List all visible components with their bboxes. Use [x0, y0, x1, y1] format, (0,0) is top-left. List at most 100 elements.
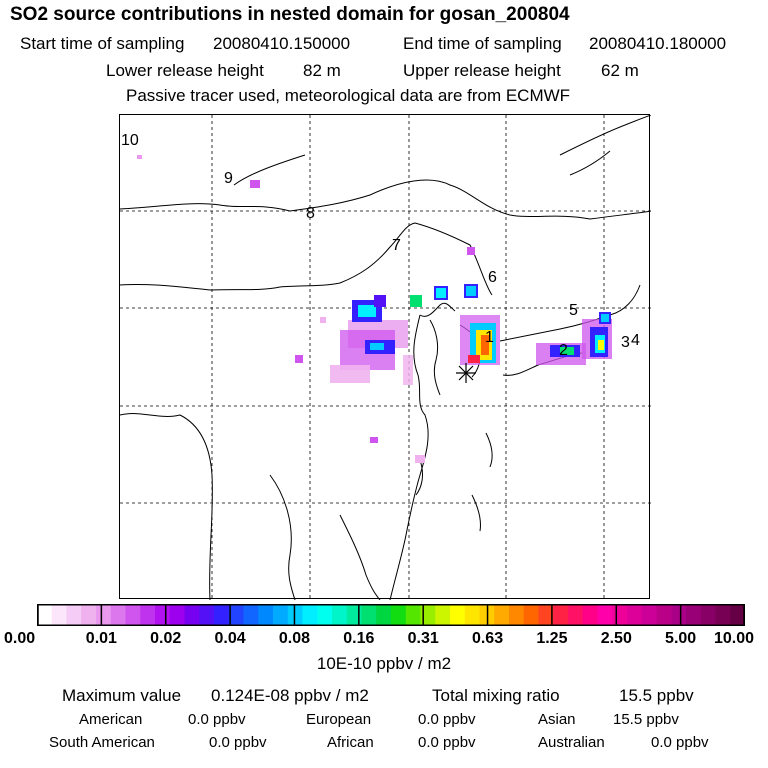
colorbar-swatch [199, 604, 215, 626]
max-value: 0.124E-08 ppbv / m2 [211, 686, 369, 705]
colorbar-unit: 10E-10 ppbv / m2 [316, 654, 452, 673]
colorbar-swatch [656, 604, 672, 626]
colorbar-tick-label: 1.25 [536, 630, 568, 647]
region-label-10: 10 [121, 132, 139, 149]
region-south-american-value: 0.0 ppbv [209, 734, 267, 751]
colorbar-swatch [568, 604, 584, 626]
colorbar-swatch [51, 604, 67, 626]
colorbar-swatch [730, 604, 746, 626]
colorbar-swatch [184, 604, 200, 626]
so2-plume [137, 155, 612, 463]
region-australian-value: 0.0 ppbv [651, 734, 709, 751]
colorbar-swatch [700, 604, 716, 626]
map-canvas: 10 9 8 7 6 5 4 3 2 1 [119, 114, 652, 601]
upper-height-label: Upper release height [403, 61, 561, 80]
colorbar [37, 604, 746, 626]
colorbar-swatch [302, 604, 318, 626]
total-mixing-value: 15.5 ppbv [619, 686, 694, 705]
colorbar-swatch [125, 604, 141, 626]
colorbar-swatch [37, 604, 53, 626]
region-label-1: 1 [485, 329, 494, 346]
colorbar-swatch [66, 604, 82, 626]
tracer-note: Passive tracer used, meteorological data… [126, 86, 571, 105]
region-label-3: 3 [621, 334, 630, 351]
colorbar-swatch [96, 604, 112, 626]
region-european-value: 0.0 ppbv [418, 711, 476, 728]
colorbar-swatch [391, 604, 407, 626]
region-australian-name: Australian [538, 734, 605, 751]
start-time-value: 20080410.150000 [213, 34, 351, 53]
colorbar-swatch [715, 604, 731, 626]
region-label-8: 8 [306, 205, 315, 222]
region-african-name: African [327, 734, 374, 751]
plot-title: SO2 source contributions in nested domai… [10, 4, 570, 25]
colorbar-swatch [435, 604, 451, 626]
region-african-value: 0.0 ppbv [418, 734, 476, 751]
colorbar-tick-label: 0.00 [4, 630, 36, 647]
source-region-labels: 10 9 8 7 6 5 4 3 2 1 [121, 132, 640, 359]
region-label-4: 4 [631, 332, 640, 349]
colorbar-swatch [686, 604, 702, 626]
colorbar-swatch [612, 604, 628, 626]
colorbar-swatch [317, 604, 333, 626]
end-time-value: 20080410.180000 [589, 34, 727, 53]
total-mixing-label: Total mixing ratio [432, 686, 560, 705]
colorbar-swatch [273, 604, 289, 626]
colorbar-swatch [450, 604, 466, 626]
colorbar-tick-label: 0.31 [407, 630, 439, 647]
region-label-9: 9 [224, 170, 233, 187]
region-american-value: 0.0 ppbv [188, 711, 246, 728]
colorbar-swatch [258, 604, 274, 626]
colorbar-swatch [464, 604, 480, 626]
region-south-american-name: South American [49, 734, 155, 751]
colorbar-swatch [538, 604, 554, 626]
colorbar-tick-label: 0.16 [343, 630, 375, 647]
colorbar-swatch [420, 604, 436, 626]
colorbar-swatch [361, 604, 377, 626]
colorbar-border [37, 604, 745, 626]
upper-height-value: 62 m [601, 61, 639, 80]
colorbar-tick-label: 2.50 [600, 630, 632, 647]
region-label-6: 6 [488, 269, 497, 286]
footprint-map: 10 9 8 7 6 5 4 3 2 1 [119, 114, 652, 601]
colorbar-tick-label: 0.08 [278, 630, 311, 647]
colorbar-swatch [287, 604, 303, 626]
region-label-2: 2 [559, 342, 568, 359]
colorbar-swatch [523, 604, 539, 626]
colorbar-tick-label: 0.63 [471, 630, 504, 647]
colorbar-swatch [376, 604, 392, 626]
colorbar-swatch [110, 604, 126, 626]
region-asian-value: 15.5 ppbv [613, 711, 679, 728]
colorbar-swatch [627, 604, 643, 626]
colorbar-swatch [582, 604, 598, 626]
colorbar-swatch [346, 604, 362, 626]
region-european-name: European [306, 711, 372, 728]
region-american-name: American [79, 711, 143, 728]
max-value-label: Maximum value [62, 686, 182, 705]
colorbar-swatch [169, 604, 185, 626]
colorbar-swatch [597, 604, 613, 626]
end-time-label: End time of sampling [403, 34, 562, 53]
colorbar-swatch [494, 604, 510, 626]
colorbar-tick-label: 0.01 [85, 630, 117, 647]
colorbar-swatch [509, 604, 525, 626]
colorbar-swatch [641, 604, 657, 626]
colorbar-swatch [671, 604, 687, 626]
colorbar-tick-label: 0.04 [214, 630, 246, 647]
colorbar-swatch [140, 604, 156, 626]
lower-height-label: Lower release height [106, 61, 264, 80]
colorbar-tick-label: 10.00 [714, 630, 755, 647]
colorbar-tick-label: 5.00 [665, 630, 697, 647]
colorbar-swatch [243, 604, 259, 626]
colorbar-swatch [405, 604, 421, 626]
colorbar-swatches [37, 604, 746, 626]
colorbar-swatch [214, 604, 230, 626]
lower-height-value: 82 m [303, 61, 341, 80]
region-label-7: 7 [392, 237, 401, 254]
start-time-label: Start time of sampling [20, 34, 185, 53]
colorbar-swatch [332, 604, 348, 626]
colorbar-swatch [553, 604, 569, 626]
region-asian-name: Asian [538, 711, 576, 728]
colorbar-tick-label: 0.02 [150, 630, 182, 647]
colorbar-swatch [81, 604, 97, 626]
